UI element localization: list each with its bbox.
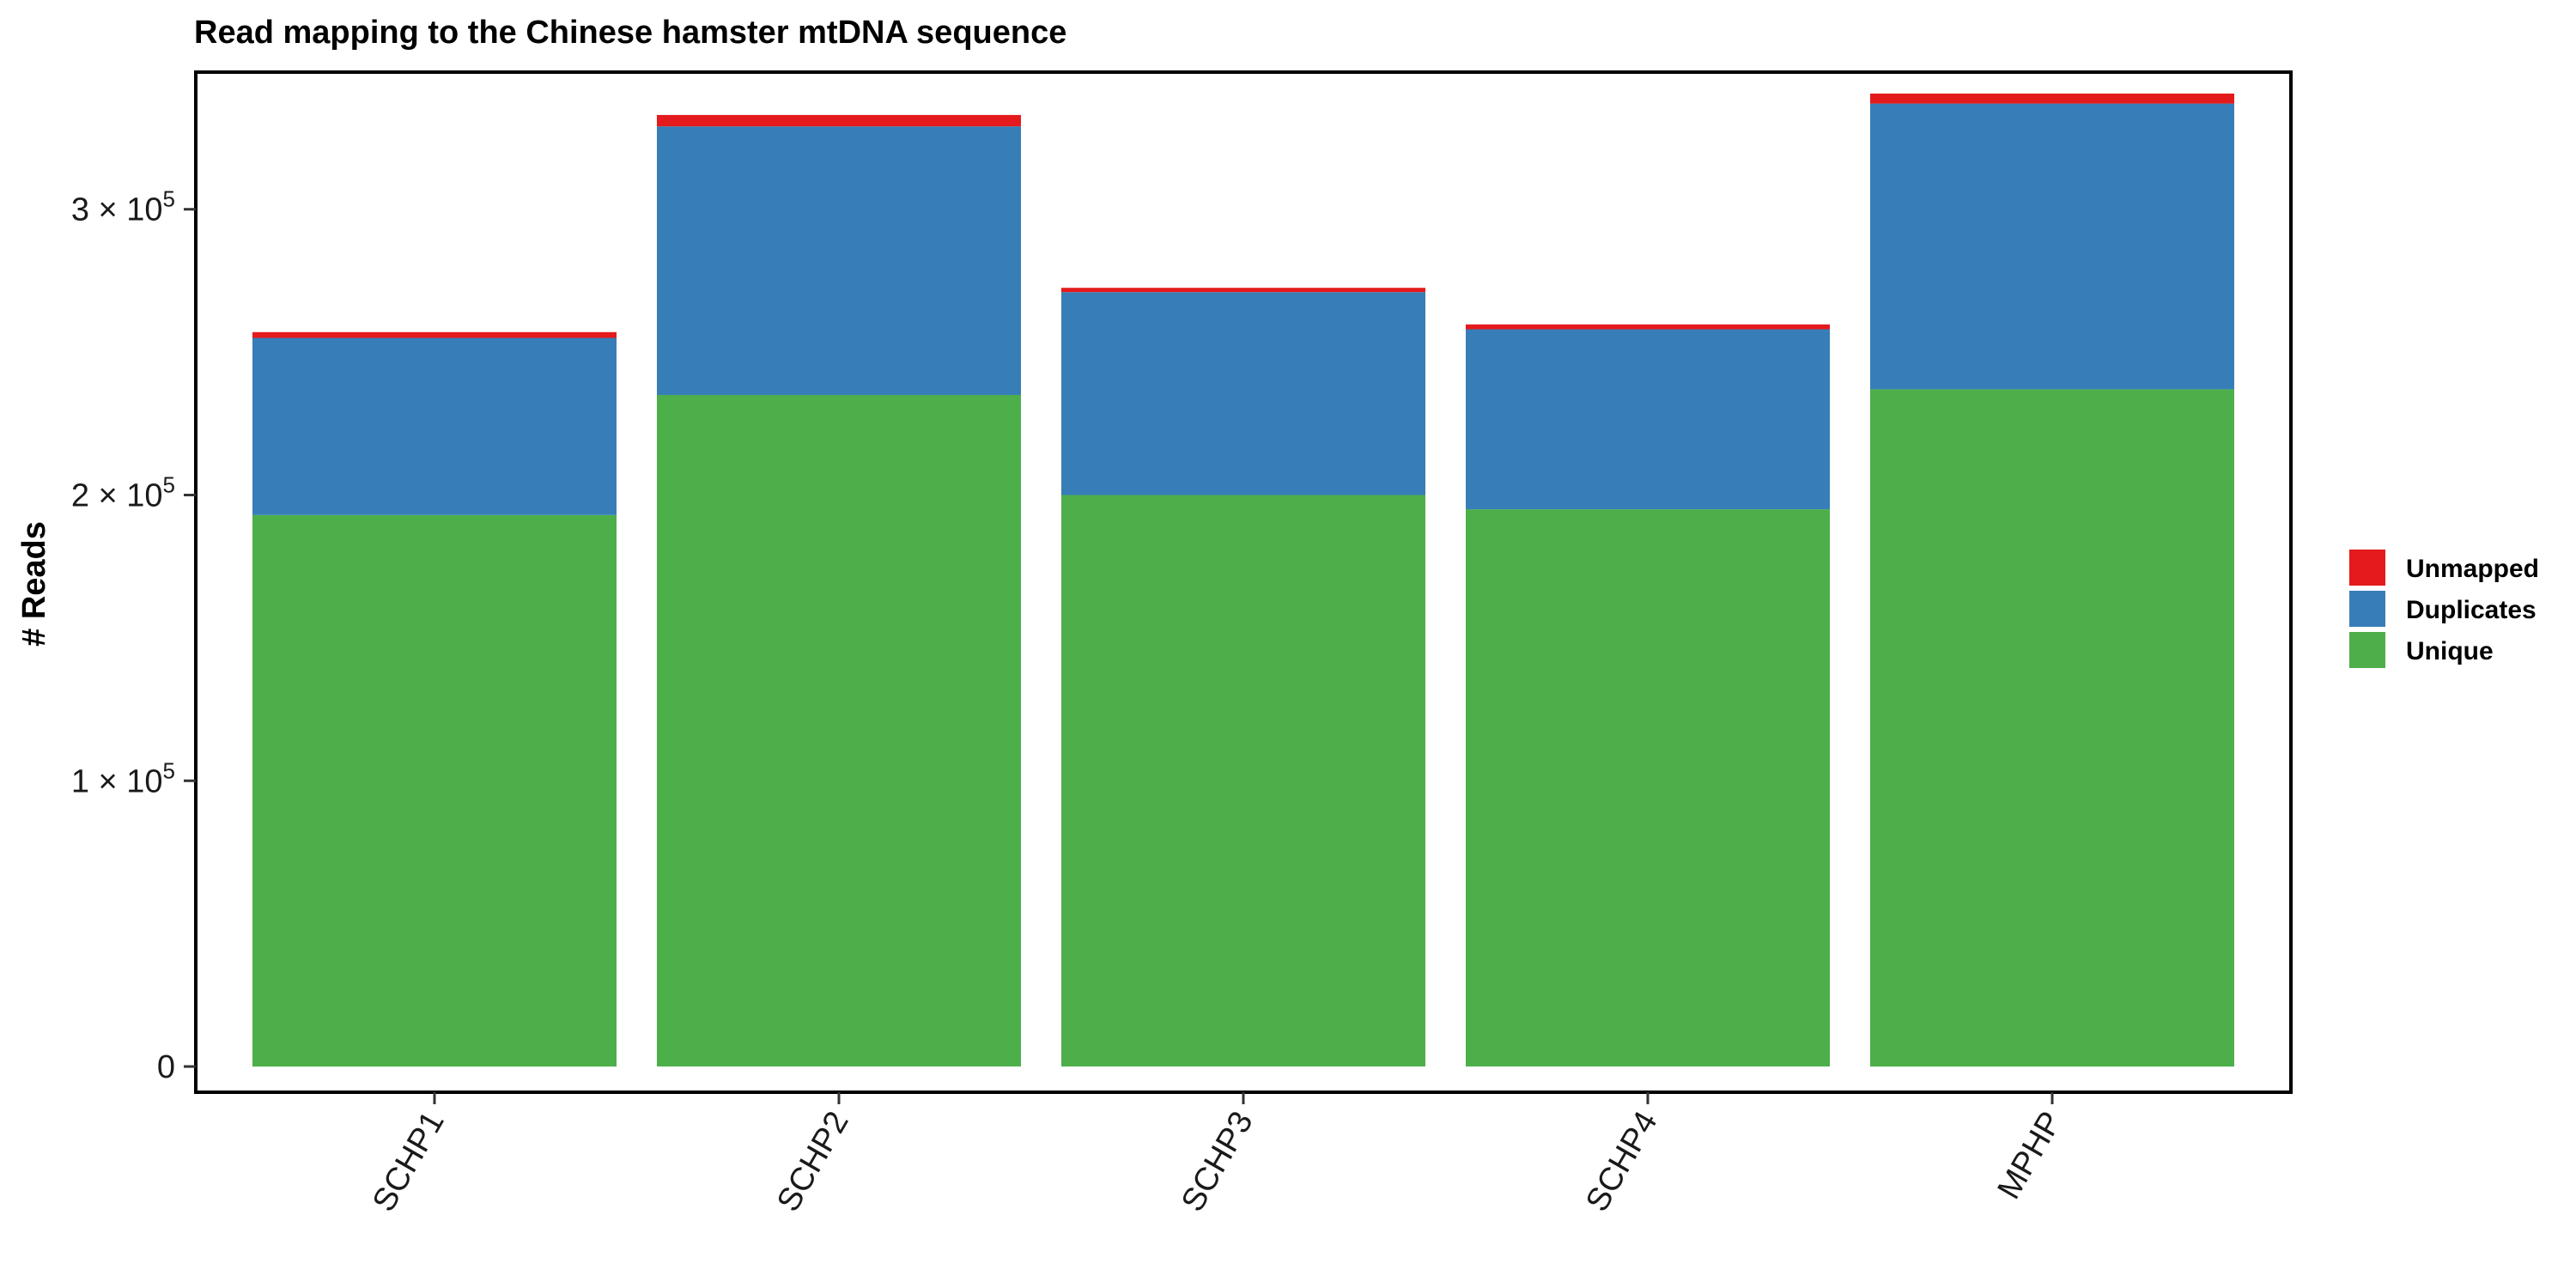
y-tick-label-3: 3 × 105: [71, 186, 175, 228]
bar-mphp-duplicates: [1870, 103, 2234, 390]
legend-key-unique: [2349, 632, 2385, 668]
bars-layer: [252, 94, 2234, 1067]
bar-schp1-unmapped: [252, 331, 617, 338]
x-axis: SCHP1 SCHP2 SCHP3 SCHP4 MPHP: [366, 1092, 2069, 1218]
x-tick-label-mphp: MPHP: [1991, 1106, 2069, 1206]
chart-title: Read mapping to the Chinese hamster mtDN…: [194, 15, 1066, 51]
legend-key-unmapped: [2349, 550, 2385, 586]
x-tick-label-schp1: SCHP1: [366, 1106, 452, 1218]
y-axis-label: # Reads: [16, 521, 52, 647]
bar-schp1-duplicates: [252, 337, 617, 515]
bar-schp4-duplicates: [1466, 329, 1830, 510]
y-tick-label-2: 2 × 105: [71, 472, 175, 514]
bar-schp3-unmapped: [1061, 288, 1425, 293]
bar-schp3-unique: [1061, 495, 1425, 1066]
bar-schp4-unique: [1466, 509, 1830, 1066]
legend: Unmapped Duplicates Unique: [2349, 550, 2539, 668]
x-tick-label-schp2: SCHP2: [770, 1106, 856, 1218]
legend-label-duplicates: Duplicates: [2406, 596, 2537, 624]
y-tick-label-1: 1 × 105: [71, 757, 175, 799]
bar-schp4-unmapped: [1466, 324, 1830, 330]
y-tick-label-0: 0: [157, 1049, 175, 1085]
legend-label-unique: Unique: [2406, 637, 2494, 665]
bar-schp1-unique: [252, 514, 617, 1067]
legend-key-duplicates: [2349, 591, 2385, 627]
bar-schp3-duplicates: [1061, 292, 1425, 495]
y-axis: 0 1 × 105 2 × 105 3 × 105: [71, 186, 196, 1085]
x-tick-label-schp4: SCHP4: [1579, 1106, 1665, 1218]
bar-mphp-unmapped: [1870, 94, 2234, 104]
bar-mphp-unique: [1870, 389, 2234, 1067]
legend-label-unmapped: Unmapped: [2406, 555, 2539, 583]
bar-schp2-unique: [657, 395, 1021, 1066]
x-tick-label-schp3: SCHP3: [1175, 1106, 1261, 1218]
bar-schp2-duplicates: [657, 126, 1021, 395]
bar-schp2-unmapped: [657, 114, 1021, 127]
